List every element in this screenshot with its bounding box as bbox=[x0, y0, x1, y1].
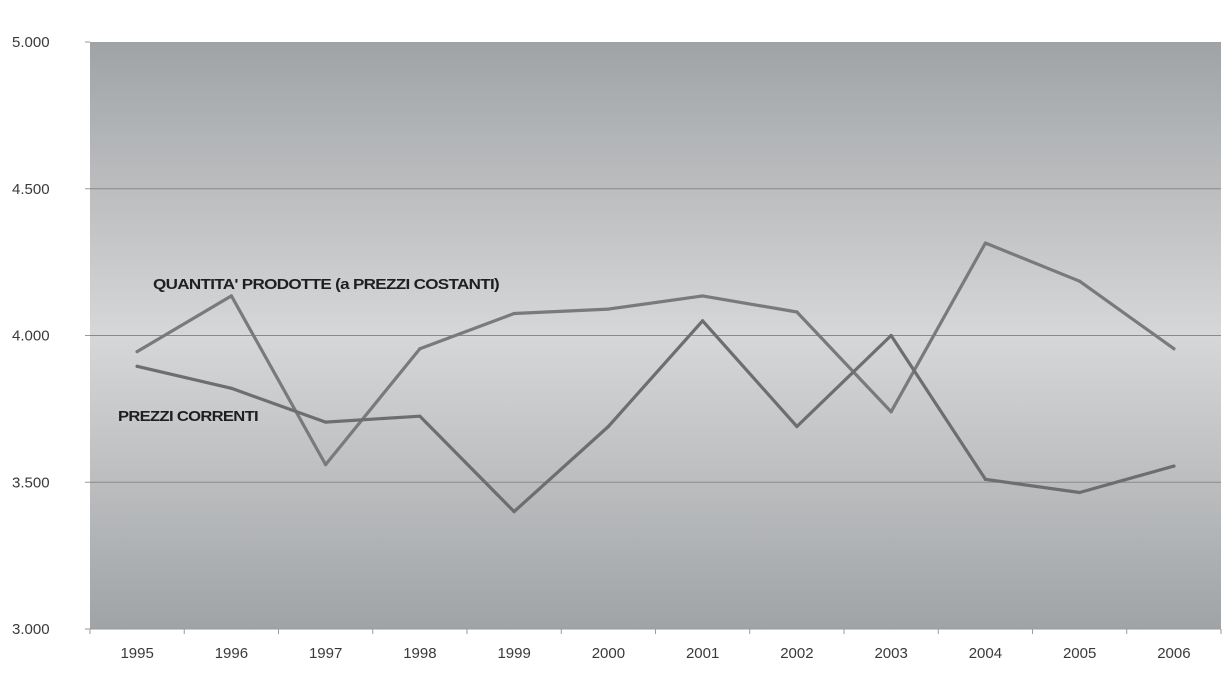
data-point bbox=[889, 410, 893, 414]
data-point bbox=[983, 241, 987, 245]
data-point bbox=[512, 311, 516, 316]
data-point bbox=[606, 424, 610, 429]
series-line-2 bbox=[135, 319, 1176, 514]
data-point bbox=[1172, 347, 1176, 351]
x-tick-label: 1996 bbox=[215, 645, 248, 662]
data-point bbox=[795, 310, 799, 314]
data-point bbox=[889, 333, 893, 338]
data-point bbox=[795, 424, 799, 429]
series-line-1 bbox=[135, 241, 1176, 467]
x-tick-label: 1995 bbox=[120, 645, 153, 662]
data-point bbox=[324, 420, 328, 424]
gridlines bbox=[90, 188, 1221, 483]
data-point bbox=[135, 364, 139, 368]
data-point bbox=[229, 386, 233, 390]
data-point bbox=[418, 414, 422, 418]
y-axis: 3.000 3.500 4.000 4.500 5.000 bbox=[12, 34, 90, 638]
x-tick-label: 2002 bbox=[780, 645, 813, 662]
data-point bbox=[1078, 279, 1082, 283]
x-axis: 1995 1996 1997 1998 1999 2000 2001 2002 2003 2004… bbox=[89, 628, 1222, 662]
data-point bbox=[135, 350, 139, 354]
x-tick-label: 2004 bbox=[969, 645, 1002, 662]
y-tick-label: 3.000 bbox=[12, 621, 50, 638]
y-tick-label: 5.000 bbox=[12, 34, 50, 51]
data-point bbox=[983, 477, 987, 481]
x-tick-label: 2006 bbox=[1157, 645, 1190, 662]
x-tick-label: 2003 bbox=[874, 645, 907, 662]
x-tick-label: 1999 bbox=[497, 645, 530, 662]
x-tick-label: 2001 bbox=[686, 645, 719, 662]
y-tick-label: 4.000 bbox=[12, 328, 50, 345]
x-tick-label: 1998 bbox=[403, 645, 436, 662]
x-tick-label: 2000 bbox=[592, 645, 625, 662]
data-point bbox=[512, 510, 516, 514]
data-point bbox=[1172, 464, 1176, 468]
y-tick-label: 3.500 bbox=[12, 474, 50, 491]
x-tick-label: 2005 bbox=[1063, 645, 1096, 662]
x-tick-label: 1997 bbox=[309, 645, 342, 662]
series-label-prezzi-correnti: PREZZI CORRENTI bbox=[118, 408, 258, 425]
data-point bbox=[1078, 490, 1082, 495]
y-tick-label: 4.500 bbox=[12, 181, 50, 198]
data-point bbox=[701, 294, 705, 298]
data-point bbox=[324, 463, 328, 467]
data-point bbox=[606, 307, 610, 311]
data-point bbox=[229, 294, 233, 298]
series-lines bbox=[135, 241, 1176, 514]
series-label-quantita: QUANTITA' PRODOTTE (a PREZZI COSTANTI) bbox=[153, 276, 500, 293]
data-point bbox=[418, 347, 422, 351]
data-point bbox=[701, 319, 705, 323]
